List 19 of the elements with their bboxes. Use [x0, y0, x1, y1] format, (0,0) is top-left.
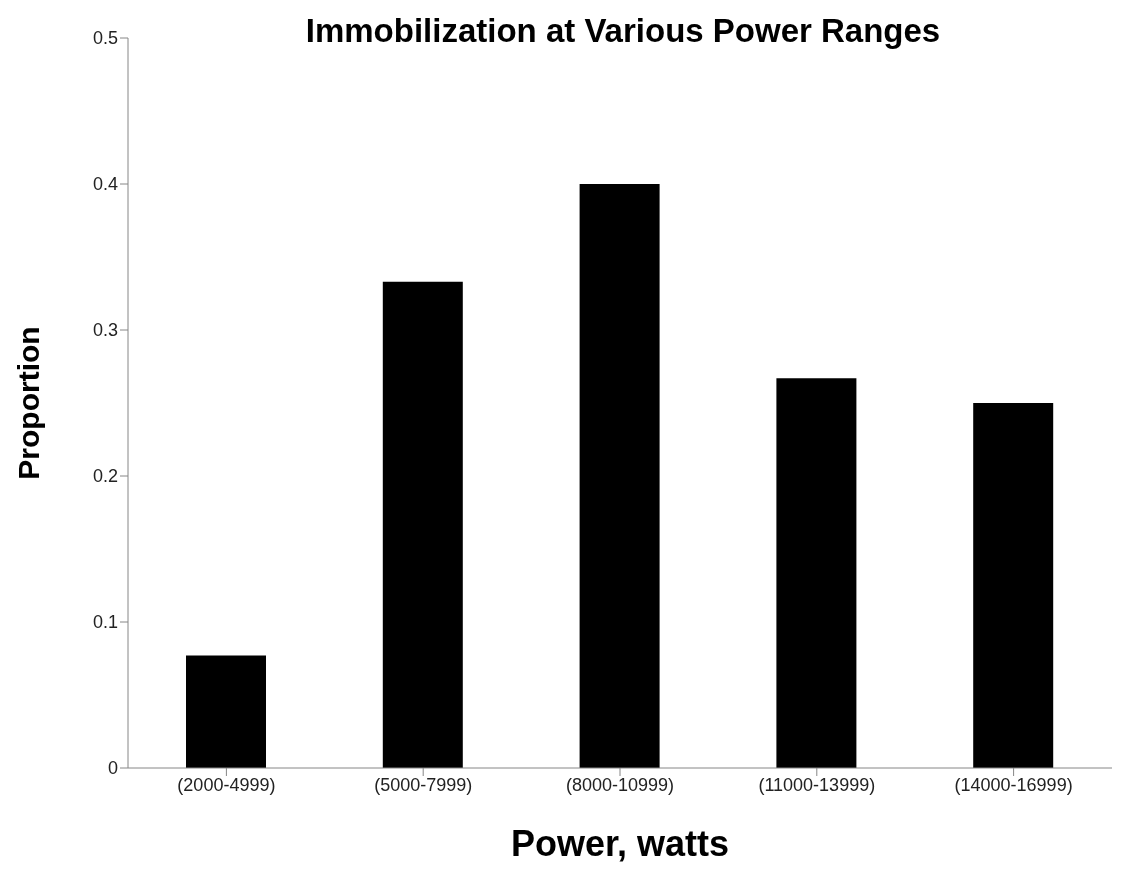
y-tick-label: 0.4	[92, 174, 118, 195]
chart-title: Immobilization at Various Power Ranges	[305, 12, 941, 49]
x-tick-label: (11000-13999)	[758, 774, 876, 795]
bar	[382, 281, 463, 768]
x-tick-label: (5000-7999)	[374, 774, 473, 795]
y-tick-label: 0	[107, 758, 118, 779]
bar	[776, 378, 857, 768]
bar	[973, 403, 1054, 768]
bar	[186, 655, 266, 768]
y-tick-label: 0.1	[92, 612, 118, 633]
x-axis-title: Power, watts	[510, 823, 730, 864]
y-axis-title: Proportion	[11, 326, 45, 480]
x-tick-label: (8000-10999)	[565, 774, 675, 795]
y-tick-label: 0.2	[92, 466, 118, 487]
y-tick-label: 0.3	[92, 320, 118, 341]
x-tick-label: (14000-16999)	[954, 774, 1073, 795]
bar	[579, 184, 660, 768]
x-tick-label: (2000-4999)	[177, 774, 276, 795]
y-tick-label: 0.5	[92, 28, 118, 49]
